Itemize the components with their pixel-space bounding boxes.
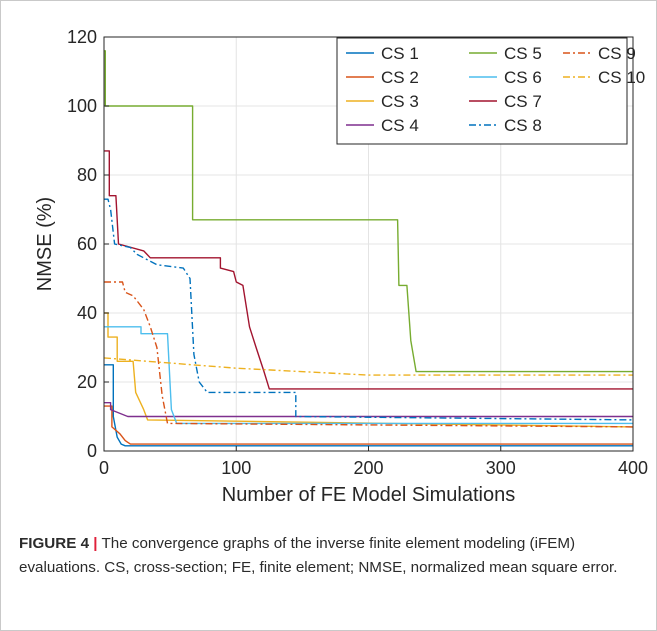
series-line-cs-9	[104, 281, 634, 428]
caption-text: The convergence graphs of the inverse fi…	[19, 535, 618, 576]
convergence-chart: 0 100 200 300 400 0 20 40 60 80 100 120 Number of F…	[34, 27, 648, 506]
legend-label: CS 4	[381, 116, 419, 135]
legend-label: CS 3	[381, 92, 419, 111]
y-tick-label: 20	[77, 372, 97, 392]
series-line-cs-1	[104, 364, 633, 447]
y-tick-label: 100	[67, 96, 97, 116]
series-line-cs-2	[104, 405, 633, 445]
legend-label: CS 7	[504, 92, 542, 111]
legend-label: CS 10	[598, 68, 645, 87]
legend-label: CS 9	[598, 44, 636, 63]
y-tick-label: 0	[87, 441, 97, 461]
y-tick-label: 80	[77, 165, 97, 185]
legend-label: CS 1	[381, 44, 419, 63]
axis-ticks: 0 100 200 300 400 0 20 40 60 80 100 120	[67, 27, 648, 478]
figure-caption: FIGURE 4 | The convergence graphs of the…	[19, 532, 634, 580]
series-line-cs-3	[104, 312, 634, 428]
series-line-cs-8	[104, 198, 634, 421]
legend-label: CS 2	[381, 68, 419, 87]
legend-box	[336, 37, 628, 145]
y-tick-label: 120	[67, 27, 97, 47]
legend-label: CS 6	[504, 68, 542, 87]
x-tick-label: 400	[618, 458, 648, 478]
series-lines	[103, 50, 634, 447]
legend-label: CS 8	[504, 116, 542, 135]
x-tick-label: 0	[99, 458, 109, 478]
series-line-cs-10	[103, 357, 633, 376]
legend: CS 1 CS 2 CS 3 CS 4 CS 5 CS 6 CS 7 CS 8 CS 9 CS 1…	[336, 37, 645, 145]
x-tick-label: 300	[486, 458, 516, 478]
series-line-cs-5	[104, 50, 633, 373]
legend-label: CS 5	[504, 44, 542, 63]
y-tick-label: 60	[77, 234, 97, 254]
x-tick-label: 100	[221, 458, 251, 478]
series-line-cs-7	[104, 150, 633, 390]
x-tick-label: 200	[353, 458, 383, 478]
caption-separator: |	[93, 535, 98, 552]
y-tick-label: 40	[77, 303, 97, 323]
x-axis-label: Number of FE Model Simulations	[222, 484, 515, 506]
caption-label: FIGURE 4	[19, 535, 90, 552]
y-axis-label: NMSE (%)	[34, 197, 56, 291]
